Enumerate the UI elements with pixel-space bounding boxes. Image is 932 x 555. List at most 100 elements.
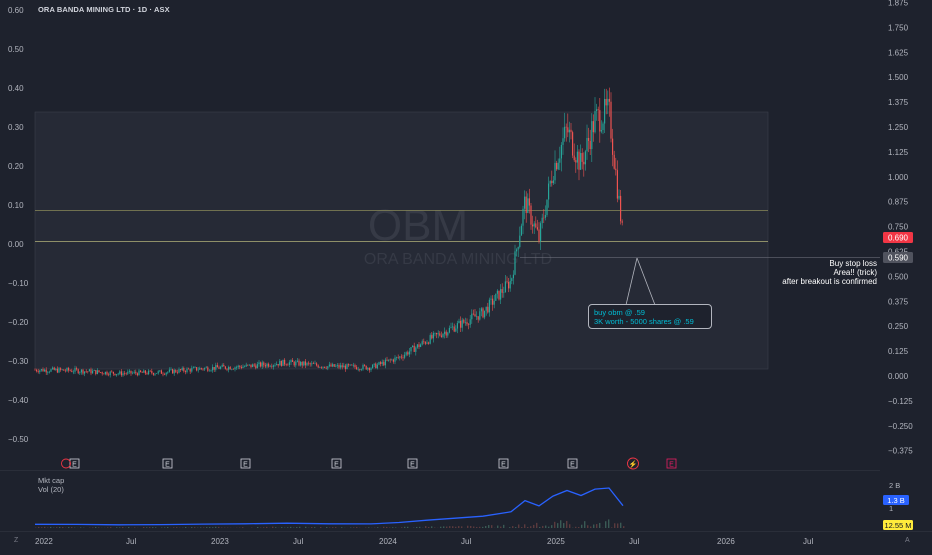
volume-bar — [527, 527, 528, 528]
candle-body — [170, 369, 171, 370]
candle-body — [44, 370, 45, 372]
candle-body — [500, 289, 501, 299]
candle-body — [412, 346, 413, 347]
stoploss-line-1: Buy stop loss — [782, 259, 877, 268]
symbol-title[interactable]: ORA BANDA MINING LTD · 1D · ASX — [38, 5, 170, 14]
volume-bar — [479, 527, 480, 528]
volume-bar — [509, 527, 510, 528]
candle-body — [287, 365, 288, 366]
candle-body — [174, 370, 175, 373]
candle-body — [441, 335, 442, 336]
zoom-corner-icon[interactable]: Z — [14, 537, 18, 544]
dividend-marker-label: ⚡ — [629, 460, 638, 469]
volume-bar — [542, 526, 543, 528]
left-axis-tick: 0.10 — [8, 201, 24, 210]
volume-bar — [116, 527, 117, 528]
stoploss-line-2: Area!! (trick) — [782, 268, 877, 277]
candle-body — [495, 294, 496, 301]
candle-body — [449, 328, 450, 333]
candle-body — [458, 321, 459, 323]
candle-body — [161, 370, 162, 373]
mktcap-label[interactable]: Mkt cap — [38, 476, 64, 485]
volume-bar — [581, 525, 582, 528]
candle-body — [598, 109, 599, 110]
candle-body — [524, 197, 525, 209]
right-axis-tick: 0.750 — [888, 223, 909, 232]
candle-body — [559, 158, 560, 162]
candle-body — [346, 364, 347, 369]
candle-body — [274, 365, 275, 366]
candle-body — [298, 361, 299, 366]
candle-body — [252, 364, 253, 367]
buy-annotation[interactable]: buy obm @ .59 3K worth - 5000 shares @ .… — [588, 304, 712, 329]
candle-body — [591, 121, 592, 149]
candle-body — [220, 367, 221, 369]
candle-body — [185, 371, 186, 372]
candle-body — [78, 369, 79, 373]
candle-body — [54, 368, 55, 370]
candle-body — [153, 373, 154, 375]
candle-body — [73, 372, 74, 373]
volume-bar — [536, 523, 537, 528]
candle-body — [550, 181, 551, 183]
candle-body — [207, 367, 208, 371]
vol-label[interactable]: Vol (20) — [38, 485, 64, 494]
candle-body — [257, 364, 258, 368]
earnings-marker-label: E — [165, 462, 170, 469]
candle-body — [530, 206, 531, 225]
candle-body — [34, 370, 35, 371]
candle-body — [428, 343, 429, 344]
candle-body — [415, 348, 416, 352]
volume-bar — [95, 527, 96, 528]
candle-body — [247, 365, 248, 366]
volume-bar — [557, 523, 558, 528]
candle-body — [585, 151, 586, 164]
mktcap-line — [35, 488, 623, 525]
earnings-marker-label: E — [570, 462, 575, 469]
candle-body — [396, 357, 397, 358]
right-axis: 1.8751.7501.6251.5001.3751.2501.1251.000… — [888, 0, 913, 456]
vol-axis-tick-1: 1 — [889, 504, 893, 513]
candle-body — [450, 327, 451, 328]
volume-bar — [524, 524, 525, 528]
candle-body — [175, 370, 176, 372]
volume-bar — [521, 527, 522, 528]
right-axis-tick: 1.375 — [888, 98, 909, 107]
candle-body — [94, 370, 95, 371]
candle-body — [511, 278, 512, 281]
candle-body — [42, 369, 43, 371]
volume-bar — [56, 527, 57, 528]
candle-body — [423, 341, 424, 342]
candle-body — [380, 362, 381, 364]
candle-body — [490, 299, 491, 300]
candle-body — [186, 369, 187, 372]
candle-body — [116, 374, 117, 375]
candle-body — [158, 371, 159, 373]
candle-body — [102, 372, 103, 373]
volume-bar — [287, 527, 288, 528]
candle-body — [383, 362, 384, 365]
candle-body — [278, 364, 279, 365]
volume-bar — [467, 526, 468, 528]
dividend-marker-left[interactable] — [62, 459, 71, 468]
candle-body — [122, 373, 123, 375]
auto-scale-icon[interactable]: A — [905, 537, 910, 544]
right-axis-tick: 0.250 — [888, 322, 909, 331]
candle-body — [474, 314, 475, 316]
candle-body — [68, 368, 69, 370]
candle-body — [90, 369, 91, 373]
candle-body — [617, 170, 618, 198]
candle-body — [289, 362, 290, 365]
candle-body — [410, 347, 411, 351]
volume-bar — [485, 526, 486, 528]
candle-body — [127, 372, 128, 374]
right-axis-tick: 0.875 — [888, 198, 909, 207]
volume-bar — [242, 527, 243, 528]
candle-body — [506, 281, 507, 282]
volume-bar — [497, 526, 498, 528]
earnings-marker-label: E — [669, 462, 674, 469]
candle-body — [129, 371, 130, 372]
stoploss-note[interactable]: Buy stop loss Area!! (trick) after break… — [782, 259, 877, 286]
candle-body — [106, 372, 107, 375]
